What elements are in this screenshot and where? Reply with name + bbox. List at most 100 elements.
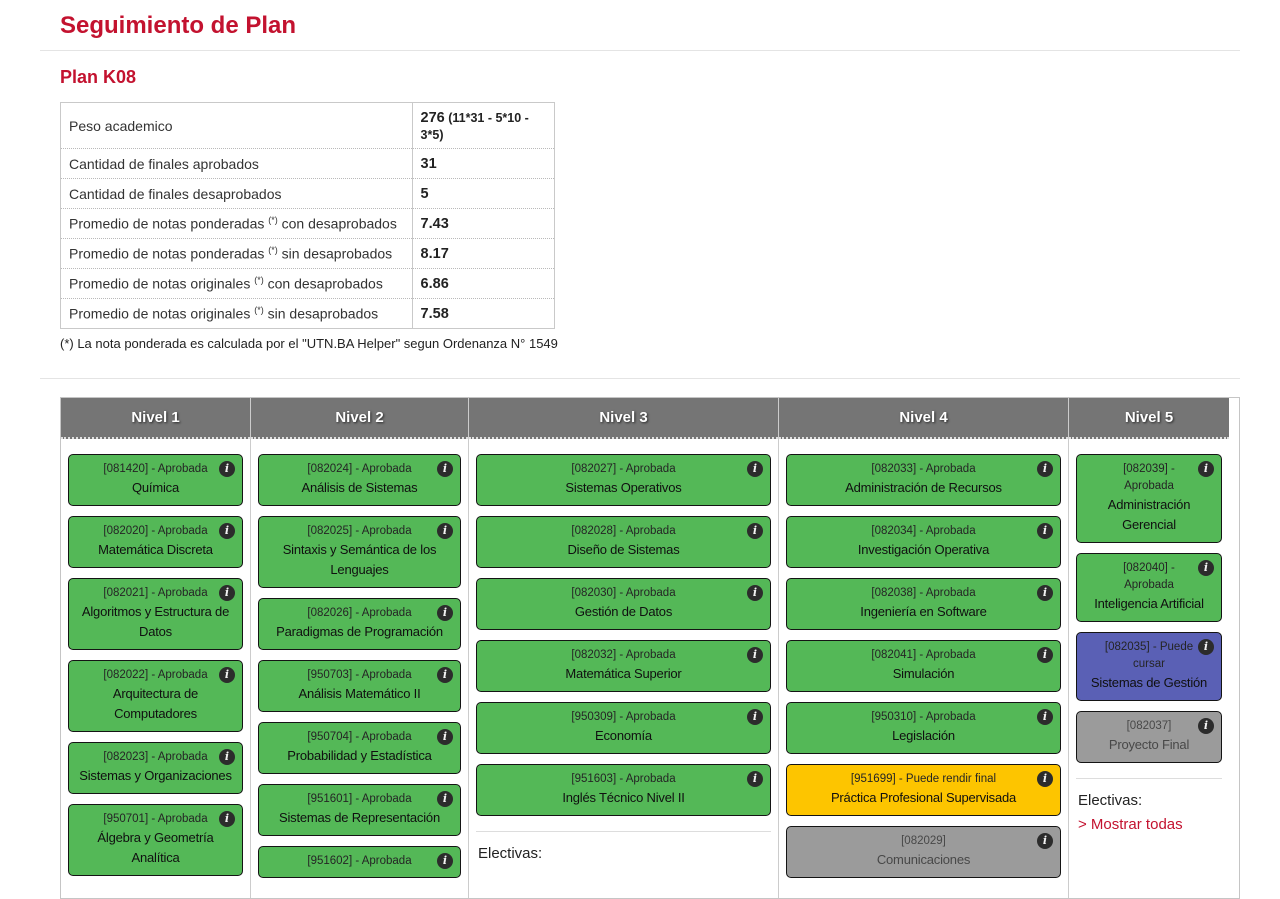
level-body: [082024] - Aprobada i Análisis de Sistemas… [251, 439, 468, 898]
course-card: [082038] - Aprobada i Ingeniería en Softwa… [786, 578, 1061, 630]
stat-value: 276 (11*31 - 5*10 - 3*5) [411, 102, 555, 149]
course-code-status: [082037] [1126, 720, 1172, 732]
course-card: [081420] - Aprobada i Química [68, 454, 243, 506]
stats-row: Promedio de notas originales (*) sin des… [60, 298, 555, 329]
course-card: [082034] - Aprobada i Investigación Operat… [786, 516, 1061, 568]
info-icon[interactable]: i [747, 647, 763, 663]
course-code-status: [082023] - Aprobada [103, 751, 208, 763]
info-icon[interactable]: i [1198, 560, 1214, 576]
course-card: [951602] - Aprobada i [258, 846, 461, 878]
stat-label: Promedio de notas originales (*) con des… [60, 268, 413, 299]
course-code-status: [950309] - Aprobada [571, 711, 676, 723]
course-name: Sistemas y Organizaciones [79, 768, 232, 783]
info-icon[interactable]: i [1037, 647, 1053, 663]
course-card: [950704] - Aprobada i Probabilidad y Estad… [258, 722, 461, 774]
level-header: Nivel 3 [469, 398, 778, 439]
course-code-status: [082030] - Aprobada [571, 587, 676, 599]
level-body: [081420] - Aprobada i Química [082020] - Ap… [61, 439, 250, 896]
info-icon[interactable]: i [437, 461, 453, 477]
info-icon[interactable]: i [747, 523, 763, 539]
course-name: Matemática Superior [565, 666, 682, 681]
course-name: Sistemas de Representación [278, 810, 440, 825]
course-card: [082020] - Aprobada i Matemática Discreta [68, 516, 243, 568]
course-code-status: [950310] - Aprobada [871, 711, 976, 723]
course-name: Análisis de Sistemas [301, 480, 418, 495]
course-code-status: [082034] - Aprobada [871, 525, 976, 537]
info-icon[interactable]: i [219, 585, 235, 601]
section-divider [40, 378, 1240, 379]
info-icon[interactable]: i [1037, 461, 1053, 477]
stat-label: Promedio de notas ponderadas (*) sin des… [60, 238, 413, 269]
level-body: [082039] - Aprobada i Administración Geren… [1069, 439, 1229, 843]
course-code-status: [950703] - Aprobada [307, 669, 412, 681]
course-code-status: [082040] - Aprobada [1123, 562, 1175, 591]
level-header: Nivel 2 [251, 398, 468, 439]
info-icon[interactable]: i [1198, 461, 1214, 477]
course-name: Administración Gerencial [1107, 497, 1191, 532]
course-name: Sistemas Operativos [565, 480, 682, 495]
info-icon[interactable]: i [437, 853, 453, 869]
plan-stats-table: Peso academico 276 (11*31 - 5*10 - 3*5) Ca… [60, 102, 555, 329]
info-icon[interactable]: i [219, 811, 235, 827]
course-card: [950703] - Aprobada i Análisis Matemático … [258, 660, 461, 712]
weighted-note-footnote: (*) La nota ponderada es calculada por e… [60, 336, 558, 351]
stats-row: Promedio de notas ponderadas (*) sin des… [60, 238, 555, 269]
level-header: Nivel 1 [61, 398, 250, 439]
course-name: Probabilidad y Estadística [287, 748, 432, 763]
course-code-status: [082039] - Aprobada [1123, 463, 1175, 492]
info-icon[interactable]: i [1037, 771, 1053, 787]
info-icon[interactable]: i [437, 667, 453, 683]
stats-row: Cantidad de finales aprobados 31 [60, 148, 555, 179]
info-icon[interactable]: i [747, 461, 763, 477]
course-code-status: [082024] - Aprobada [307, 463, 412, 475]
stats-row: Cantidad de finales desaprobados 5 [60, 178, 555, 209]
course-name: Práctica Profesional Supervisada [830, 790, 1017, 805]
info-icon[interactable]: i [747, 771, 763, 787]
levels-table: Nivel 1 [081420] - Aprobada i Química [08202… [60, 397, 1240, 899]
info-icon[interactable]: i [1037, 709, 1053, 725]
course-name: Legislación [892, 728, 955, 743]
info-icon[interactable]: i [1037, 523, 1053, 539]
course-card: [082028] - Aprobada i Diseño de Sistemas [476, 516, 771, 568]
level-column: Nivel 2 [082024] - Aprobada i Análisis de S… [251, 398, 469, 898]
course-name: Inglés Técnico Nivel II [562, 790, 685, 805]
show-all-electives-link[interactable]: > Mostrar todas [1078, 816, 1183, 833]
info-icon[interactable]: i [1198, 639, 1214, 655]
info-icon[interactable]: i [219, 667, 235, 683]
course-name: Algoritmos y Estructura de Datos [81, 604, 230, 639]
course-card: [950310] - Aprobada i Legislación [786, 702, 1061, 754]
info-icon[interactable]: i [437, 729, 453, 745]
course-card: [082022] - Aprobada i Arquitectura de Comp… [68, 660, 243, 732]
stats-row: Promedio de notas originales (*) con des… [60, 268, 555, 299]
stat-label: Cantidad de finales aprobados [60, 148, 413, 179]
info-icon[interactable]: i [437, 791, 453, 807]
info-icon[interactable]: i [437, 605, 453, 621]
course-name: Administración de Recursos [845, 480, 1002, 495]
course-name: Química [131, 480, 179, 495]
info-icon[interactable]: i [747, 709, 763, 725]
level-column: Nivel 1 [081420] - Aprobada i Química [08202… [61, 398, 251, 898]
course-code-status: [082028] - Aprobada [571, 525, 676, 537]
course-card: [082037] i Proyecto Final [1076, 711, 1222, 763]
course-code-status: [082029] [901, 835, 946, 847]
info-icon[interactable]: i [747, 585, 763, 601]
info-icon[interactable]: i [1037, 833, 1053, 849]
course-code-status: [082038] - Aprobada [871, 587, 976, 599]
info-icon[interactable]: i [1037, 585, 1053, 601]
info-icon[interactable]: i [437, 523, 453, 539]
course-card: [082032] - Aprobada i Matemática Superior [476, 640, 771, 692]
stat-value: 31 [411, 148, 555, 179]
course-name: Inteligencia Artificial [1094, 596, 1204, 611]
course-card: [951601] - Aprobada i Sistemas de Represen… [258, 784, 461, 836]
info-icon[interactable]: i [219, 461, 235, 477]
course-card: [950701] - Aprobada i Álgebra y Geometría … [68, 804, 243, 876]
course-code-status: [951603] - Aprobada [571, 773, 676, 785]
course-code-status: [082021] - Aprobada [103, 587, 208, 599]
course-name: Álgebra y Geometría Analítica [97, 830, 214, 865]
info-icon[interactable]: i [1198, 718, 1214, 734]
course-card: [082021] - Aprobada i Algoritmos y Estruct… [68, 578, 243, 650]
info-icon[interactable]: i [219, 749, 235, 765]
course-card: [951603] - Aprobada i Inglés Técnico Nivel… [476, 764, 771, 816]
info-icon[interactable]: i [219, 523, 235, 539]
course-card: [082025] - Aprobada i Sintaxis y Semántica… [258, 516, 461, 588]
